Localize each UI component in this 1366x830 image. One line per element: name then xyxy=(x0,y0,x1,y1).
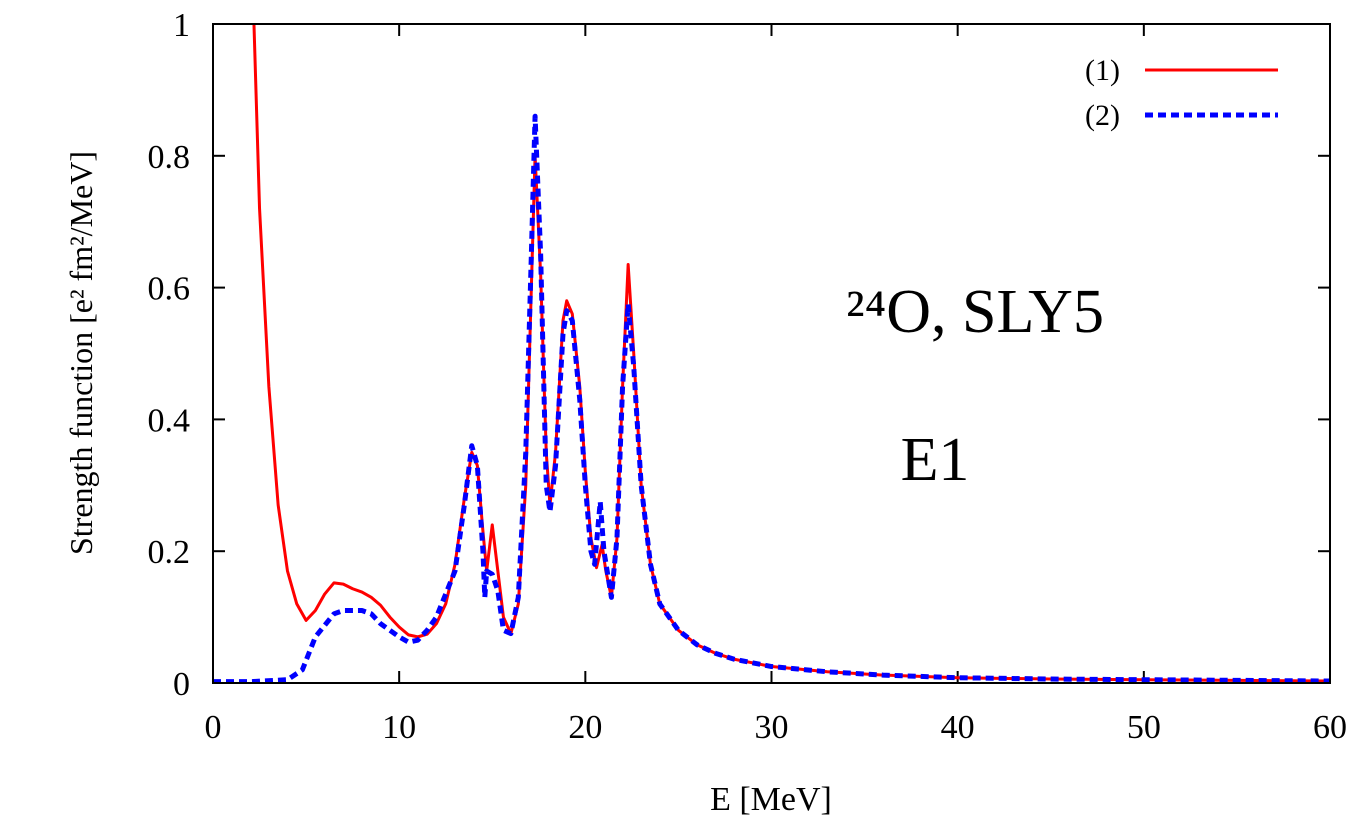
legend-label: (1) xyxy=(1085,54,1120,87)
y-tick-label: 0.2 xyxy=(148,534,191,571)
y-tick-label: 1 xyxy=(173,7,190,44)
x-tick-label: 20 xyxy=(568,709,602,746)
series-line xyxy=(213,113,1330,683)
annotation: E1 xyxy=(901,426,970,494)
x-tick-label: 30 xyxy=(755,709,789,746)
y-tick-label: 0.6 xyxy=(148,271,191,308)
x-tick-label: 50 xyxy=(1127,709,1161,746)
x-tick-label: 60 xyxy=(1313,709,1347,746)
series-line xyxy=(252,24,1330,683)
x-tick-label: 10 xyxy=(382,709,416,746)
y-tick-label: 0 xyxy=(173,666,190,703)
annotation: ²⁴O, SLY5 xyxy=(846,278,1104,346)
plot-border xyxy=(212,23,1331,684)
x-tick-label: 40 xyxy=(941,709,975,746)
y-axis-label: Strength function [e² fm²/MeV] xyxy=(63,151,99,555)
x-tick-label: 0 xyxy=(205,709,222,746)
y-tick-label: 0.4 xyxy=(148,402,191,439)
y-tick-label: 0.8 xyxy=(148,139,191,176)
x-axis-label: E [MeV] xyxy=(710,781,832,818)
legend-label: (2) xyxy=(1085,99,1120,132)
